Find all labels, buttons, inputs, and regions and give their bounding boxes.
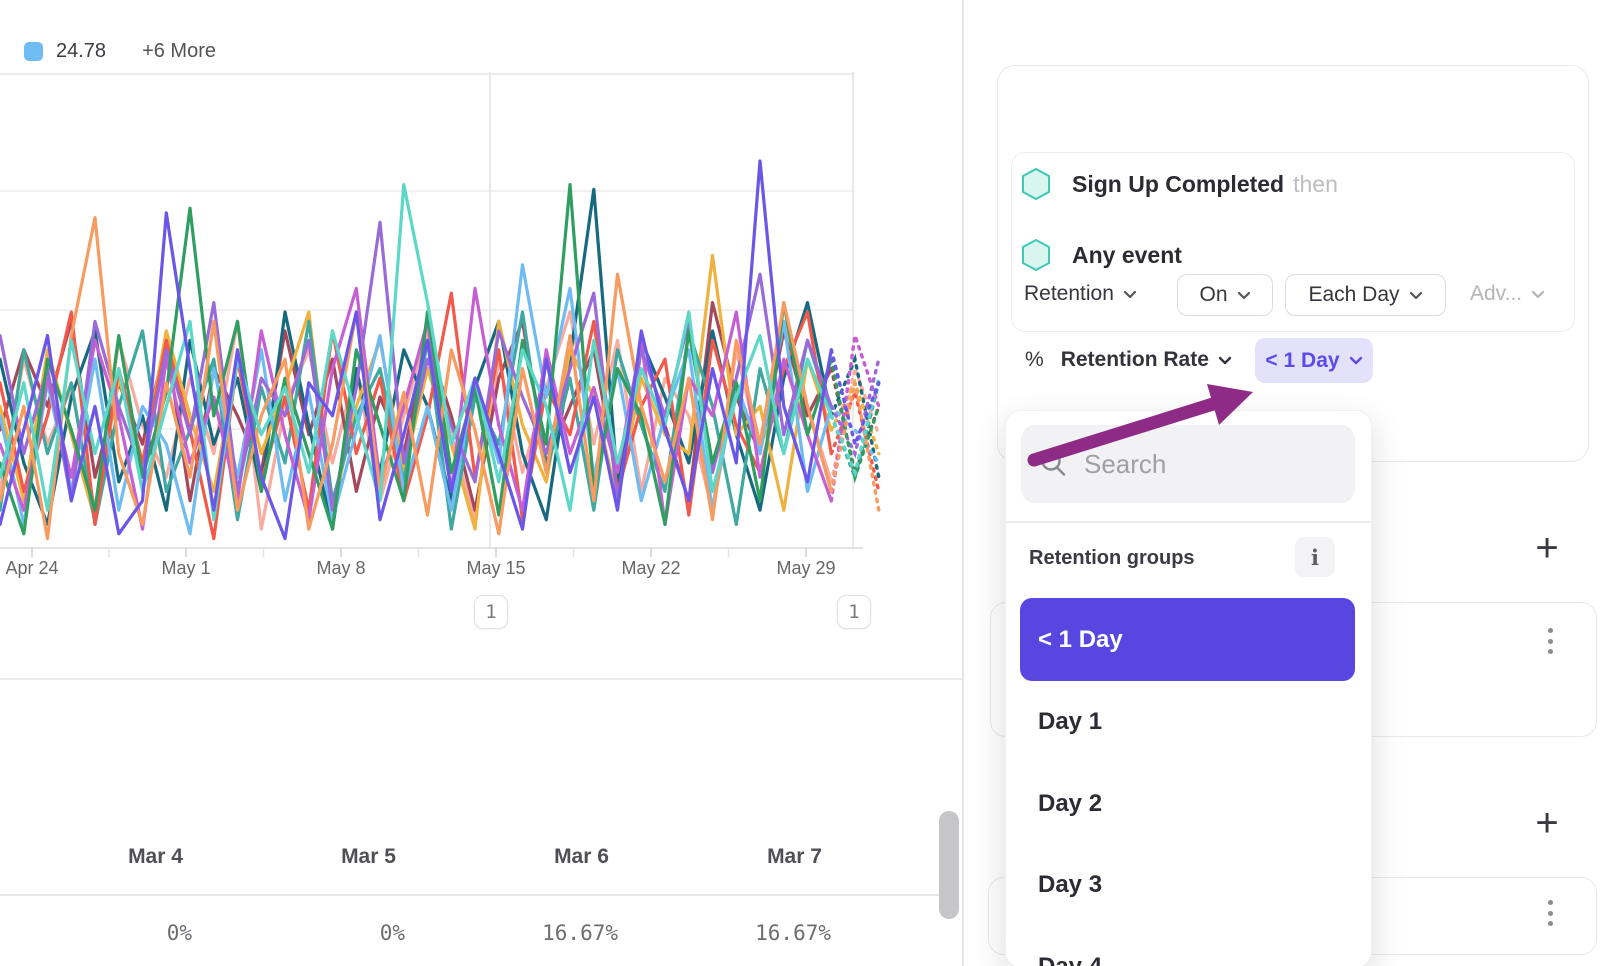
interval-dropdown[interactable]: Each Day — [1285, 274, 1446, 316]
annotation-badge[interactable]: 1 — [474, 595, 508, 629]
chart-legend: 24.78 +6 More — [24, 40, 216, 63]
chevron-down-icon — [1237, 291, 1251, 300]
retention-group-dropdown[interactable]: < 1 Day — [1255, 338, 1373, 383]
legend-value[interactable]: 24.78 — [56, 40, 107, 62]
table-value-cell: 16.67% — [542, 921, 618, 945]
x-axis-label: May 15 — [466, 558, 526, 578]
retention-group-menu: Retention groups i < 1 Day Day 1 Day 2 Day … — [1005, 410, 1372, 966]
x-axis-label: May 8 — [316, 558, 366, 578]
x-axis-label: May 22 — [621, 558, 681, 578]
event-row-2[interactable]: Any event — [1022, 239, 1182, 271]
retention-type-label: Retention — [1024, 282, 1114, 305]
table-header-cell: Mar 6 — [554, 845, 609, 868]
retention-type-dropdown[interactable]: Retention — [1024, 282, 1137, 306]
menu-divider — [1006, 521, 1371, 523]
chevron-down-icon — [1349, 356, 1363, 365]
add-section-button[interactable]: + — [1535, 526, 1559, 570]
info-icon[interactable]: i — [1295, 537, 1335, 577]
table-header-divider — [0, 894, 940, 896]
dropdown-item[interactable]: Day 3 — [1038, 871, 1103, 899]
chart-series-line[interactable] — [0, 216, 833, 541]
chevron-down-icon — [1123, 290, 1137, 299]
interval-label: Each Day — [1308, 283, 1400, 306]
kebab-menu-icon[interactable] — [1548, 628, 1553, 654]
retention-line-chart[interactable] — [0, 0, 962, 660]
percent-icon: % — [1025, 348, 1044, 371]
event-hexagon-icon — [1022, 168, 1050, 200]
table-value-cell: 0% — [166, 921, 192, 945]
event-1-name[interactable]: Sign Up Completed — [1072, 170, 1285, 197]
vertical-scrollbar[interactable] — [939, 811, 959, 919]
search-icon — [1041, 451, 1066, 476]
advanced-dropdown[interactable]: Adv... — [1470, 282, 1545, 306]
group-section-header: Retention groups — [1029, 547, 1195, 569]
advanced-label: Adv... — [1470, 282, 1523, 305]
dropdown-item[interactable]: Day 4 — [1006, 926, 1371, 966]
x-axis-label: May 29 — [776, 558, 836, 578]
annotation-badge[interactable]: 1 — [837, 595, 871, 629]
event-2-name[interactable]: Any event — [1072, 241, 1182, 268]
legend-more-link[interactable]: +6 More — [142, 40, 216, 62]
dropdown-item[interactable]: < 1 Day — [1020, 598, 1355, 681]
metric-row: % Retention Rate — [1025, 348, 1232, 372]
kebab-menu-icon[interactable] — [1548, 900, 1553, 926]
search-input[interactable] — [1082, 447, 1326, 481]
legend-swatch[interactable] — [24, 42, 43, 61]
section-divider — [0, 678, 962, 680]
table-value-cell: 0% — [379, 921, 405, 945]
table-header-cell: Mar 5 — [341, 845, 396, 868]
add-section-button[interactable]: + — [1535, 801, 1559, 845]
metric-dropdown[interactable]: Retention Rate — [1060, 348, 1209, 371]
table-header-cell: Mar 7 — [767, 845, 822, 868]
event-1-then: then — [1293, 170, 1338, 197]
event-row-1[interactable]: Sign Up Completed then — [1022, 168, 1338, 200]
chevron-down-icon — [1218, 356, 1232, 365]
chevron-down-icon — [1531, 290, 1545, 299]
chart-series-line[interactable] — [0, 159, 833, 541]
table-header-cell: Mar 4 — [128, 845, 183, 868]
chart-series-line[interactable] — [0, 183, 833, 522]
dropdown-item[interactable]: Day 2 — [1038, 789, 1103, 817]
chevron-down-icon — [1409, 291, 1423, 300]
panel-divider — [962, 0, 964, 966]
on-dropdown[interactable]: On — [1177, 274, 1273, 316]
dropdown-item[interactable]: Day 1 — [1038, 708, 1103, 735]
x-axis-label: Apr 24 — [5, 558, 59, 578]
event-hexagon-icon — [1022, 239, 1050, 271]
search-box[interactable] — [1021, 425, 1355, 503]
table-value-cell: 16.67% — [755, 921, 831, 945]
retention-group-value: < 1 Day — [1265, 348, 1340, 372]
x-axis-label: May 1 — [161, 558, 211, 578]
on-label: On — [1199, 283, 1228, 306]
